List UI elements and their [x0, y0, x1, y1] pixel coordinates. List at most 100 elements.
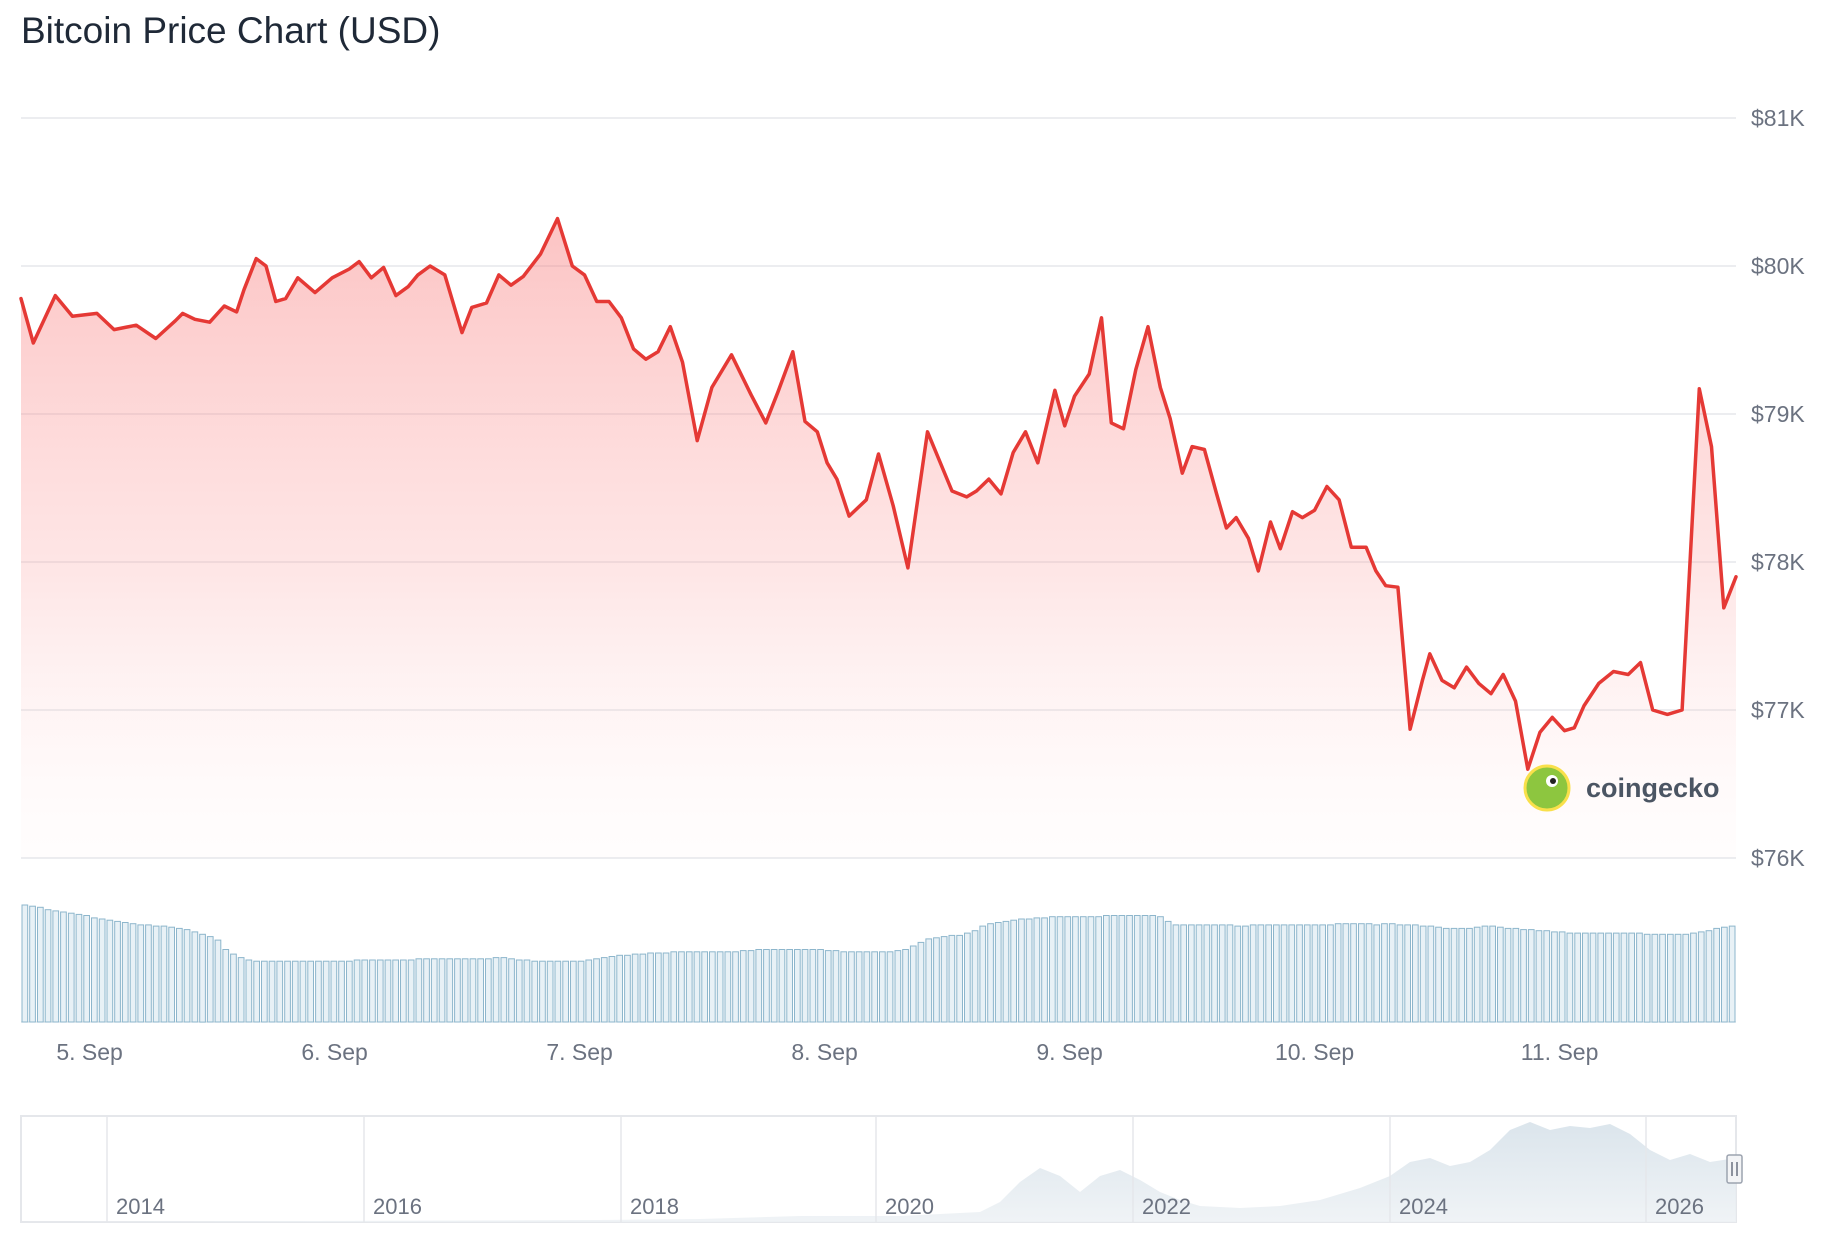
volume-bar — [1450, 927, 1458, 1023]
volume-bar — [121, 922, 129, 1023]
navigator-tick-label: 2014 — [116, 1194, 165, 1219]
price-line[interactable] — [19, 216, 1738, 771]
range-navigator[interactable]: 2014 2016 2018 2020 2022 2024 2026 — [20, 1115, 1743, 1223]
volume-bar — [75, 913, 83, 1023]
volume-bar — [794, 949, 801, 1023]
volume-bar — [1334, 923, 1342, 1023]
volume-bar — [925, 938, 933, 1023]
volume-bar — [1489, 925, 1497, 1023]
volume-bar — [600, 957, 608, 1023]
volume-bar — [261, 960, 268, 1023]
volume-bar — [376, 959, 384, 1023]
volume-bar — [98, 918, 106, 1023]
volume-bar — [1358, 923, 1365, 1023]
navigator-tick-label: 2018 — [630, 1194, 679, 1219]
volume-bar — [1164, 920, 1172, 1023]
volume-bar — [1543, 930, 1551, 1023]
volume-bar — [554, 960, 562, 1023]
volume-bar — [1010, 919, 1017, 1023]
volume-bar — [639, 953, 647, 1023]
volume-bar — [1520, 929, 1527, 1023]
volume-bar — [44, 909, 52, 1023]
volume-bar — [353, 959, 361, 1023]
volume-bar — [1728, 925, 1736, 1023]
volume-bar — [454, 958, 461, 1023]
volume-bar — [655, 952, 662, 1023]
volume-bar — [879, 951, 886, 1023]
volume-bar — [1180, 924, 1188, 1023]
volume-bar — [160, 925, 168, 1023]
navigator-tick-label: 2026 — [1655, 1194, 1704, 1219]
volume-bar — [1667, 933, 1674, 1023]
volume-bar — [631, 953, 639, 1023]
volume-bar — [1218, 924, 1226, 1023]
x-tick-label: 11. Sep — [1521, 1039, 1599, 1065]
volume-bar — [1188, 924, 1195, 1023]
volume-bar — [330, 960, 338, 1023]
volume-bar — [60, 911, 67, 1023]
volume-bar — [987, 923, 994, 1023]
volume-bar — [369, 959, 376, 1023]
volume-bar — [624, 954, 631, 1023]
volume-bar — [971, 930, 979, 1023]
volume-bar — [477, 958, 484, 1023]
navigator-tick-label: 2024 — [1399, 1194, 1448, 1219]
volume-bar — [539, 960, 546, 1023]
volume-bar — [461, 958, 469, 1023]
volume-bar — [1458, 927, 1466, 1023]
volume-bar — [801, 949, 809, 1023]
volume-bar — [322, 960, 330, 1023]
volume-bar — [848, 951, 855, 1023]
volume-bar — [183, 929, 191, 1023]
volume-bar — [616, 954, 623, 1023]
volume-bar — [1473, 926, 1481, 1023]
navigator-tick-label: 2020 — [885, 1194, 934, 1219]
volume-bar — [531, 960, 539, 1023]
volume-bar — [724, 951, 732, 1023]
volume-bar — [400, 959, 407, 1023]
volume-bar — [1303, 924, 1311, 1023]
volume-bar — [1095, 916, 1103, 1023]
volume-bar — [1149, 915, 1157, 1023]
volume-bar — [152, 925, 160, 1023]
navigator-tick-label: 2016 — [373, 1194, 422, 1219]
volume-bar — [1049, 916, 1056, 1023]
volume-bar — [902, 949, 909, 1023]
volume-bar — [1041, 917, 1048, 1023]
volume-bar — [570, 960, 577, 1023]
navigator-handle[interactable] — [1726, 1154, 1743, 1184]
volume-bar — [508, 958, 515, 1023]
volume-bar — [37, 906, 44, 1023]
volume-bar — [1605, 932, 1612, 1023]
volume-bar — [1056, 916, 1064, 1023]
volume-bar — [1265, 924, 1273, 1023]
volume-bar — [1442, 927, 1450, 1023]
volume-bar — [979, 925, 987, 1023]
volume-bar — [415, 958, 423, 1023]
volume-bar — [430, 958, 438, 1023]
navigator-tick-label: 2022 — [1142, 1194, 1191, 1219]
volume-bar — [361, 959, 369, 1023]
volume-bar — [1288, 924, 1296, 1023]
volume-bar — [407, 959, 415, 1023]
volume-bar — [1566, 932, 1574, 1023]
volume-bar — [485, 958, 492, 1023]
volume-bar — [1079, 916, 1087, 1023]
volume-bar — [1396, 924, 1404, 1023]
x-tick-label: 6. Sep — [301, 1039, 368, 1065]
volume-bar — [747, 950, 755, 1023]
volume-bar — [948, 934, 956, 1023]
volume-bar — [716, 951, 724, 1023]
volume-bar — [423, 958, 430, 1023]
volume-bar — [392, 959, 399, 1023]
volume-bar — [106, 919, 114, 1023]
volume-bar — [1558, 931, 1566, 1023]
volume-bar — [1651, 933, 1659, 1023]
volume-bar — [469, 958, 477, 1023]
volume-bar — [1002, 920, 1010, 1023]
volume-bar — [1141, 915, 1149, 1023]
volume-bar — [685, 951, 693, 1023]
volume-bar — [662, 952, 670, 1023]
